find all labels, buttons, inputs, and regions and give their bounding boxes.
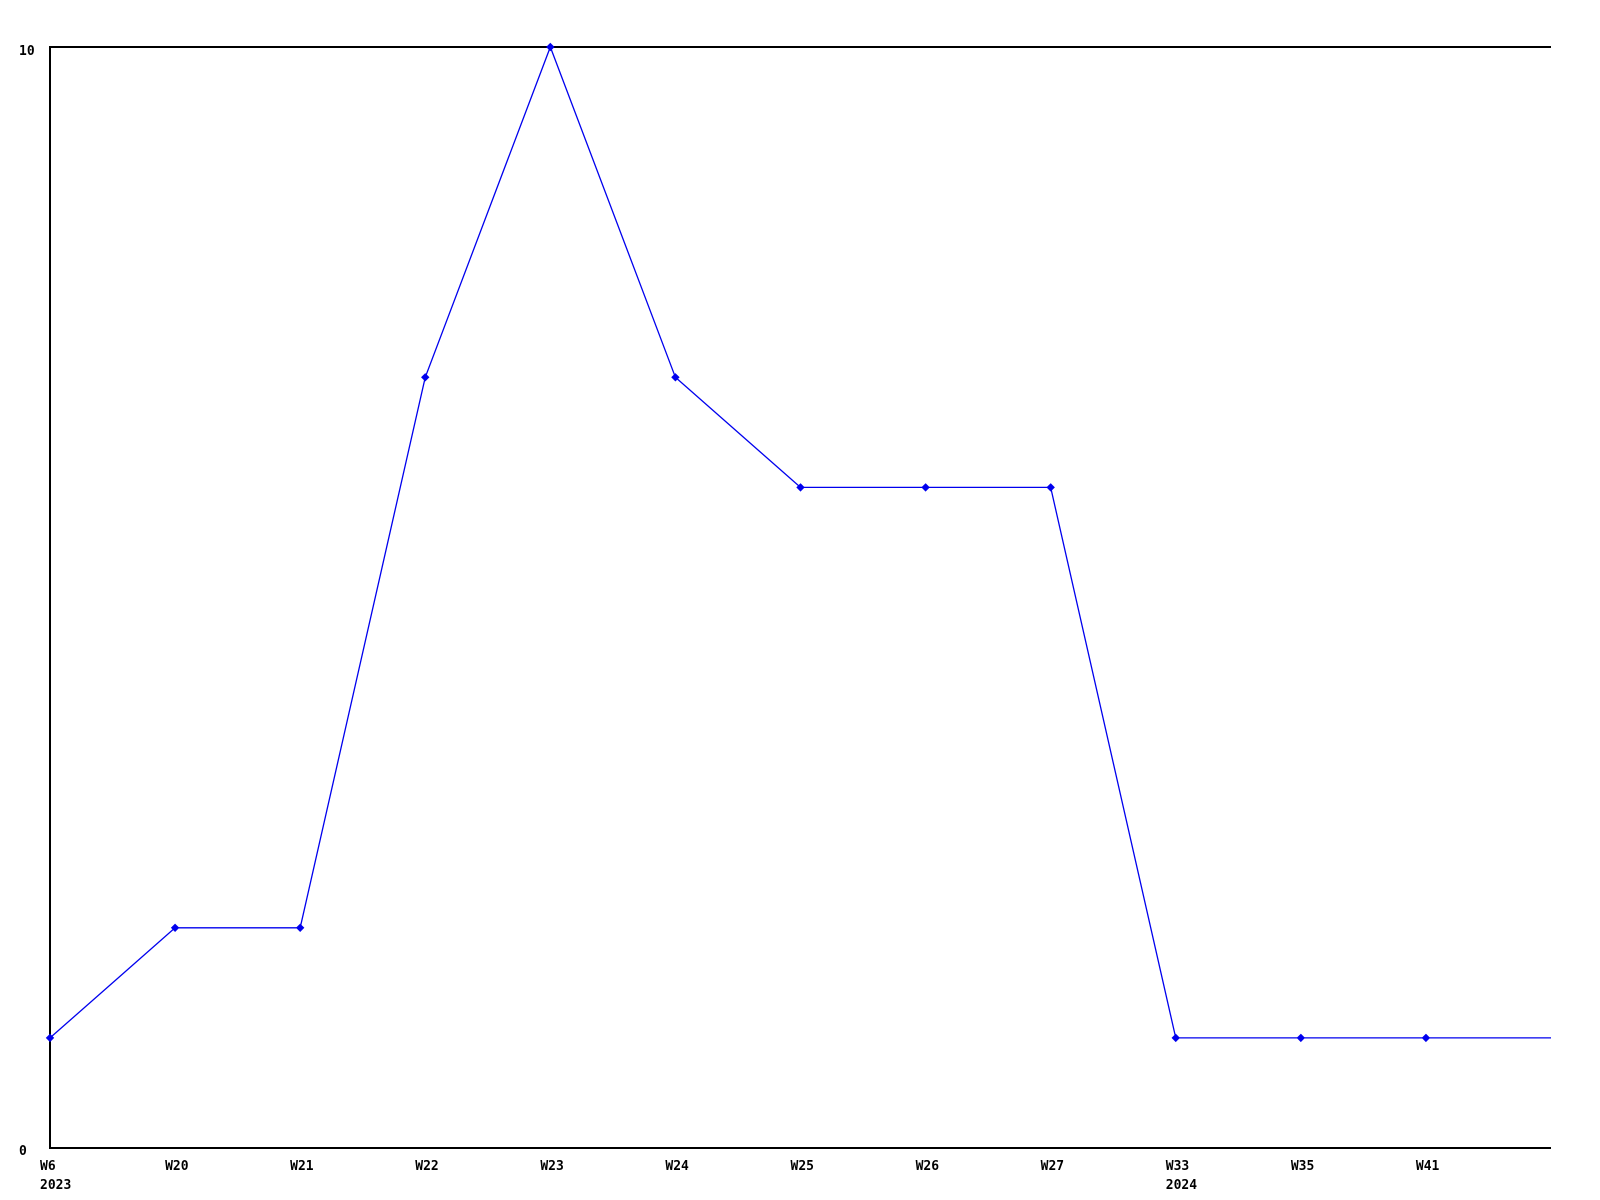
data-point-marker: [1421, 1033, 1431, 1043]
data-point-marker: [671, 373, 680, 382]
x-axis-year-label: 2024: [1166, 1178, 1197, 1193]
x-axis-year-label: 2023: [40, 1178, 71, 1193]
data-point-marker: [170, 923, 180, 933]
x-axis-tick-label: W22: [415, 1159, 438, 1174]
x-axis-tick-label: W23: [540, 1159, 563, 1174]
data-point-marker: [1046, 483, 1055, 492]
plot-frame: [49, 46, 1551, 1149]
x-axis-tick-label: W6: [40, 1159, 56, 1174]
x-axis-tick-label: W20: [165, 1159, 189, 1174]
x-axis-tick-label: W33: [1166, 1159, 1189, 1174]
y-axis-tick-label: 0: [19, 1144, 27, 1159]
data-point-marker: [1296, 1033, 1306, 1043]
data-point-marker: [295, 923, 305, 933]
data-point-marker: [421, 373, 430, 382]
data-point-marker: [546, 42, 555, 52]
series-line: [49, 45, 1551, 1039]
x-axis-tick-label: W24: [665, 1159, 689, 1174]
x-axis-tick-label: W26: [916, 1159, 940, 1174]
data-point-marker: [921, 483, 930, 492]
x-axis-tick-label: W41: [1416, 1159, 1440, 1174]
x-axis-tick-label: W35: [1291, 1159, 1314, 1174]
x-axis-tick-label: W27: [1041, 1159, 1064, 1174]
data-point-marker: [796, 483, 805, 492]
data-point-marker: [45, 1033, 55, 1043]
x-axis-tick-label: W25: [791, 1159, 814, 1174]
x-axis-tick-label: W21: [290, 1159, 314, 1174]
y-axis-tick-label: 10: [19, 44, 35, 59]
data-point-marker: [1171, 1033, 1180, 1043]
